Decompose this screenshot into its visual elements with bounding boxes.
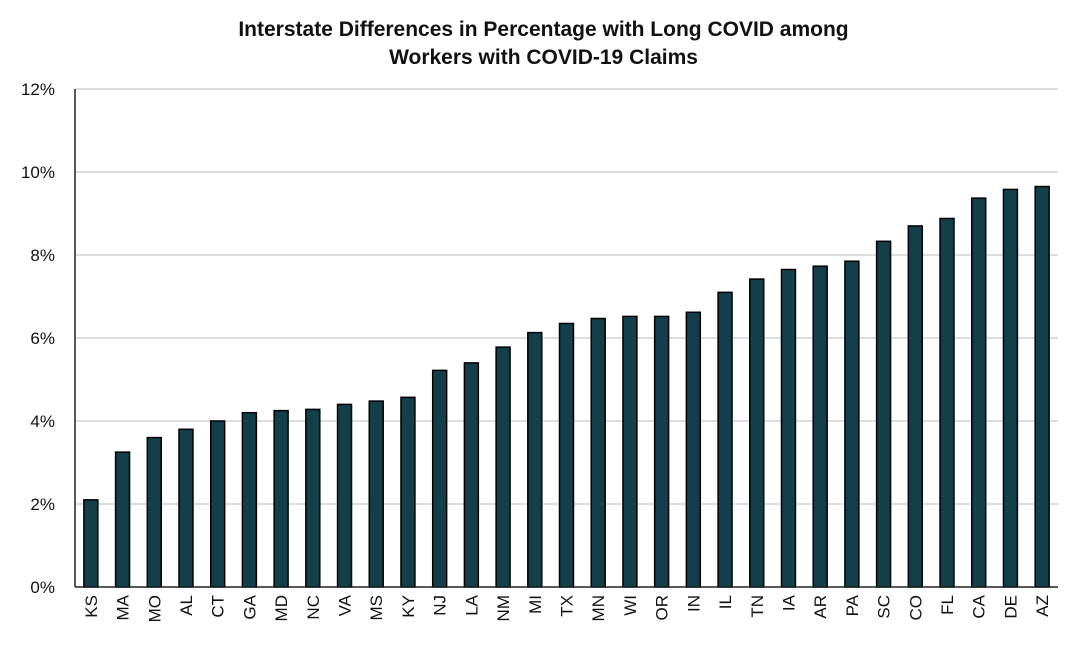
- x-tick-label: IL: [716, 595, 735, 609]
- x-tick-label: LA: [462, 594, 481, 615]
- x-tick-label: IN: [684, 595, 703, 612]
- x-tick-label: KS: [82, 595, 101, 618]
- x-tick-label: MO: [145, 595, 164, 622]
- bar-fl: [939, 217, 955, 588]
- bar-co: [907, 225, 924, 588]
- x-tick-label: VA: [336, 594, 355, 616]
- bar-mo: [146, 436, 163, 588]
- x-tick-labels: KS MA MO AL CT GA MD NC VA MS KY NJ LA NM MI TX MN WI OR IN…: [82, 594, 1052, 622]
- x-tick-label: WI: [621, 595, 640, 616]
- x-tick-label: CO: [906, 595, 925, 621]
- bar-in: [685, 311, 702, 588]
- bars: [83, 185, 1050, 588]
- x-tick-label: OR: [653, 595, 672, 621]
- bar-ct: [209, 420, 226, 588]
- x-tick-label: PA: [843, 594, 862, 616]
- y-tick-label: 4%: [30, 412, 55, 431]
- bar-il: [717, 291, 733, 588]
- x-tick-label: TX: [558, 595, 577, 617]
- x-tick-label: NM: [494, 595, 513, 621]
- bar-wi: [622, 315, 638, 588]
- chart-title-line-2: Workers with COVID-19 Claims: [389, 46, 698, 69]
- x-tick-label: KY: [399, 595, 418, 618]
- y-tick-label: 6%: [30, 329, 55, 348]
- x-tick-label: AL: [177, 595, 196, 616]
- bar-ca: [970, 197, 987, 588]
- y-tick-label: 10%: [21, 163, 55, 182]
- x-tick-label: MI: [526, 595, 545, 614]
- bar-la: [463, 362, 480, 588]
- bar-va: [336, 403, 353, 588]
- x-tick-label: TN: [748, 595, 767, 618]
- bar-ma: [114, 451, 131, 588]
- x-tick-label: MD: [272, 595, 291, 621]
- bar-tn: [749, 278, 765, 588]
- x-tick-label: CA: [970, 594, 989, 618]
- bar-de: [1002, 188, 1019, 588]
- bar-az: [1034, 185, 1050, 588]
- bar-ar: [812, 265, 828, 588]
- x-tick-label: AR: [811, 595, 830, 619]
- bar-ga: [241, 411, 258, 588]
- x-tick-label: DE: [1001, 595, 1020, 619]
- x-tick-label: SC: [875, 595, 894, 619]
- x-tick-label: NC: [304, 595, 323, 620]
- x-tick-label: MN: [589, 595, 608, 621]
- y-tick-label: 12%: [21, 80, 55, 99]
- y-tick-label: 2%: [30, 495, 55, 514]
- bar-nc: [305, 408, 321, 588]
- x-tick-label: CT: [209, 595, 228, 618]
- bar-ky: [400, 396, 416, 588]
- x-tick-label: MA: [114, 594, 133, 620]
- bar-pa: [844, 260, 860, 588]
- x-tick-label: AZ: [1033, 595, 1052, 617]
- x-tick-label: NJ: [431, 595, 450, 616]
- bar-mi: [527, 331, 543, 588]
- y-tick-label: 0%: [30, 578, 55, 597]
- bar-mn: [590, 317, 606, 588]
- axes: [74, 89, 1058, 588]
- bar-ia: [780, 268, 797, 588]
- x-tick-label: GA: [240, 594, 259, 619]
- bar-ms: [368, 400, 384, 588]
- bar-md: [273, 409, 289, 588]
- x-tick-label: IA: [779, 594, 798, 611]
- bar-sc: [875, 240, 892, 588]
- y-tick-labels: 0% 2% 4% 6% 8% 10% 12%: [21, 80, 55, 597]
- bar-ks: [83, 499, 99, 588]
- bar-tx: [558, 322, 575, 588]
- bar-nm: [495, 346, 511, 588]
- x-tick-label: FL: [938, 595, 957, 615]
- chart-title-line-1: Interstate Differences in Percentage wit…: [238, 18, 849, 41]
- bar-or: [653, 315, 670, 588]
- y-tick-label: 8%: [30, 246, 55, 265]
- bar-nj: [431, 369, 448, 588]
- x-tick-label: MS: [367, 595, 386, 621]
- bar-al: [178, 428, 194, 588]
